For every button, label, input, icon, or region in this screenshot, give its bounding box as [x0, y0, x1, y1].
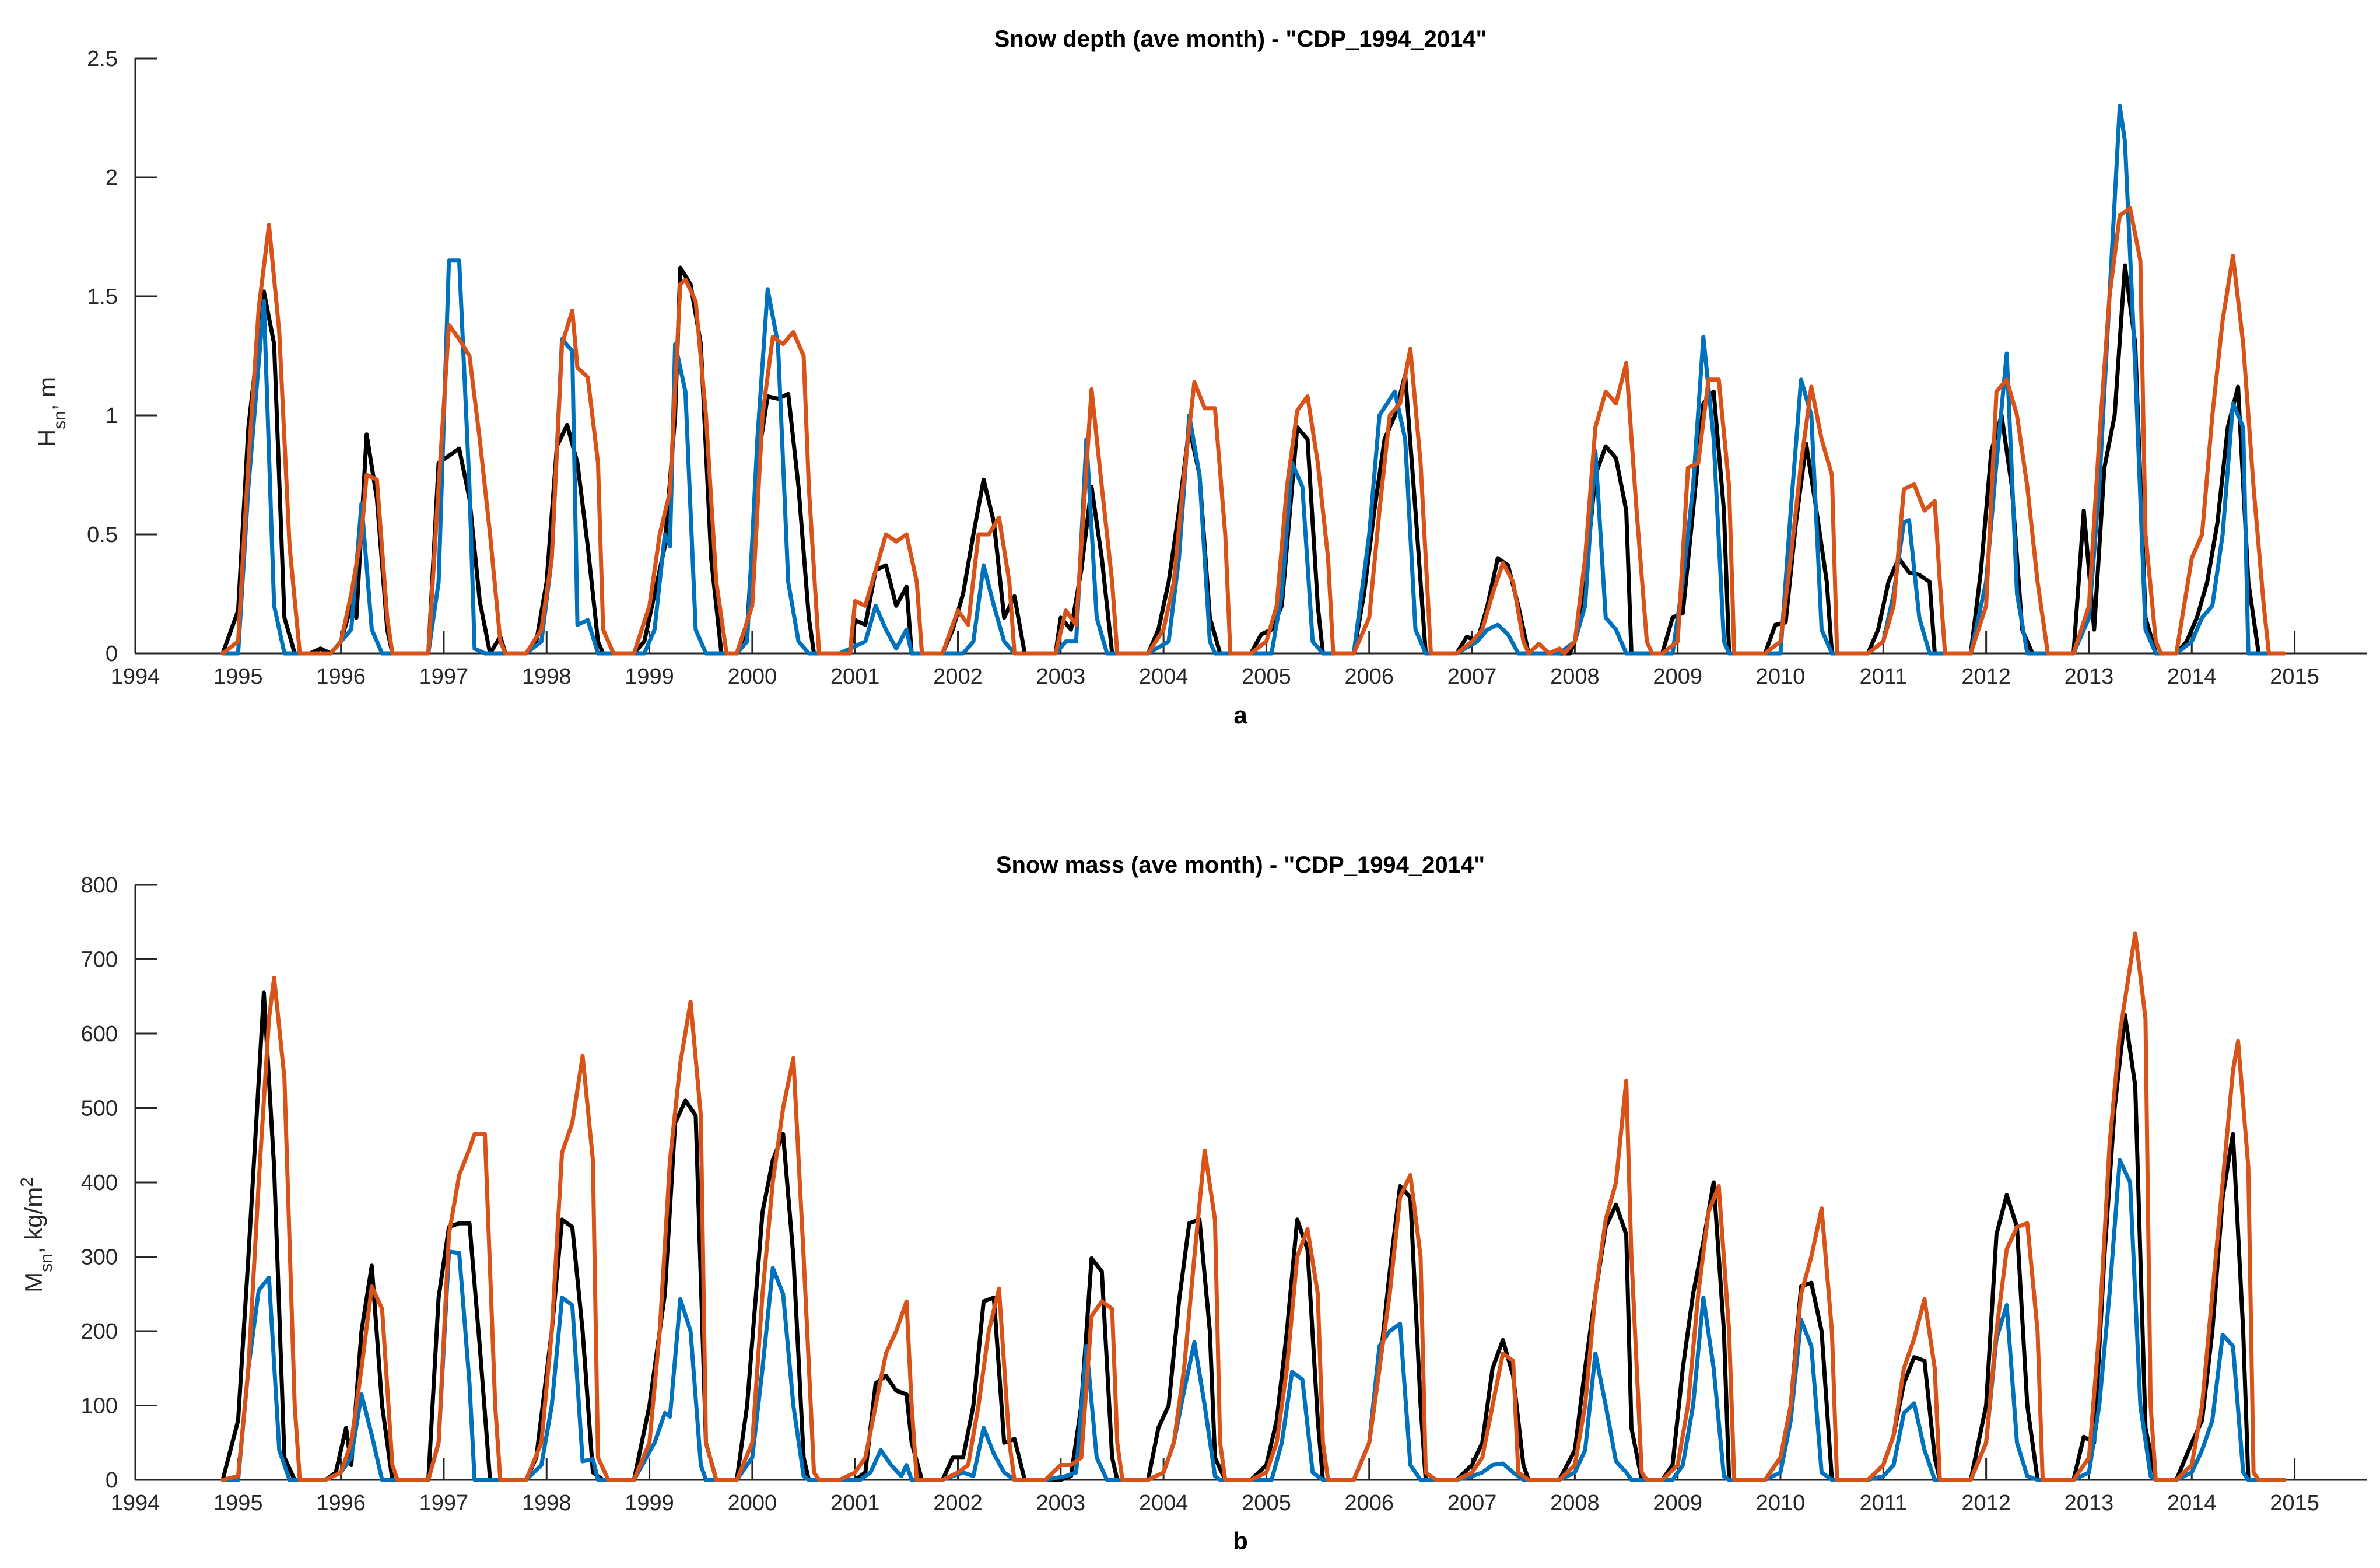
x-tick-label: 2005 — [1242, 664, 1291, 689]
x-tick-label: 1994 — [111, 1491, 160, 1516]
x-tick-label: 2012 — [1961, 1491, 2011, 1516]
x-tick-label: 2009 — [1653, 1491, 1702, 1516]
x-tick-label: 2015 — [2270, 664, 2319, 689]
x-tick-label: 2013 — [2064, 1491, 2114, 1516]
x-tick-label: 2008 — [1550, 664, 1600, 689]
y-tick-label: 200 — [81, 1320, 118, 1344]
panel-b-plot-area — [220, 931, 2287, 1482]
x-tick-label: 2000 — [728, 664, 777, 689]
panel-b-ylabel: Msn, kg/m2 — [17, 1177, 56, 1293]
x-tick-label: 1995 — [213, 1491, 263, 1516]
x-tick-label: 1998 — [522, 664, 572, 689]
panel-a-xlabel: a — [1233, 701, 1247, 729]
panel-b-title: Snow mass (ave month) - "CDP_1994_2014" — [996, 852, 1485, 878]
x-tick-label: 2005 — [1242, 1491, 1291, 1516]
x-tick-label: 2015 — [2270, 1491, 2319, 1516]
y-tick-label: 400 — [81, 1171, 118, 1195]
series-line-black — [220, 263, 2271, 656]
x-tick-label: 1996 — [316, 1491, 366, 1516]
x-tick-label: 2011 — [1859, 1491, 1907, 1516]
x-tick-label: 1994 — [111, 664, 160, 689]
y-tick-label: 800 — [81, 873, 118, 898]
x-tick-label: 2009 — [1653, 664, 1702, 689]
x-tick-label: 2010 — [1756, 664, 1806, 689]
series-line-orange — [220, 931, 2287, 1482]
panel-a-axes: 1994 1995 1996 1997 1998 1999 2000 2001 2002 2003… — [87, 47, 2367, 689]
y-tick-label: 1 — [106, 404, 118, 428]
x-tick-label: 2003 — [1036, 664, 1086, 689]
y-tick-label: 1.5 — [87, 285, 118, 309]
x-tick-label: 1995 — [213, 664, 263, 689]
panel-a-ylabel: Hsn, m — [33, 377, 69, 447]
series-line-black — [220, 991, 2271, 1482]
x-tick-label: 2004 — [1139, 664, 1189, 689]
x-tick-label: 2012 — [1961, 664, 2011, 689]
x-tick-label: 2011 — [1859, 664, 1907, 689]
x-tick-label: 2006 — [1344, 664, 1394, 689]
x-tick-label: 1999 — [625, 664, 674, 689]
x-tick-label: 1998 — [522, 1491, 572, 1516]
x-tick-label: 2007 — [1447, 664, 1497, 689]
x-tick-label: 2002 — [933, 664, 983, 689]
x-tick-label: 1996 — [316, 664, 366, 689]
x-tick-label: 2007 — [1447, 1491, 1497, 1516]
x-tick-label: 1997 — [419, 664, 469, 689]
x-tick-label: 2008 — [1550, 1491, 1600, 1516]
x-tick-label: 2004 — [1139, 1491, 1189, 1516]
panel-a-snow-depth: Snow depth (ave month) - "CDP_1994_2014"… — [33, 26, 2367, 729]
y-tick-label: 600 — [81, 1022, 118, 1046]
x-tick-label: 2014 — [2167, 1491, 2217, 1516]
x-tick-label: 2002 — [933, 1491, 983, 1516]
x-tick-label: 2001 — [830, 664, 880, 689]
y-tick-label: 700 — [81, 948, 118, 972]
x-tick-label: 2000 — [728, 1491, 777, 1516]
y-tick-label: 100 — [81, 1394, 118, 1419]
y-tick-label: 2.5 — [87, 47, 118, 71]
y-tick-label: 0 — [106, 1468, 118, 1493]
series-line-blue — [220, 104, 2271, 656]
series-line-blue — [220, 1158, 2271, 1482]
panel-b-axes: 1994 1995 1996 1997 1998 1999 2000 2001 2002 2003… — [81, 873, 2367, 1516]
y-tick-label: 0 — [106, 642, 118, 666]
x-tick-label: 1999 — [625, 1491, 674, 1516]
x-tick-label: 1997 — [419, 1491, 469, 1516]
x-tick-label: 2014 — [2167, 664, 2217, 689]
panel-a-plot-area — [220, 104, 2287, 656]
x-tick-label: 2003 — [1036, 1491, 1086, 1516]
x-tick-label: 2001 — [830, 1491, 880, 1516]
y-tick-label: 300 — [81, 1245, 118, 1270]
y-tick-label: 500 — [81, 1097, 118, 1121]
panel-b-xlabel: b — [1233, 1527, 1248, 1555]
y-tick-label: 2 — [106, 166, 118, 190]
x-tick-label: 2010 — [1756, 1491, 1806, 1516]
panel-a-title: Snow depth (ave month) - "CDP_1994_2014" — [994, 26, 1487, 52]
panel-b-snow-mass: Snow mass (ave month) - "CDP_1994_2014" … — [17, 852, 2367, 1555]
series-line-orange — [220, 206, 2287, 656]
x-tick-label: 2013 — [2064, 664, 2114, 689]
y-tick-label: 0.5 — [87, 523, 118, 547]
x-tick-label: 2006 — [1344, 1491, 1394, 1516]
